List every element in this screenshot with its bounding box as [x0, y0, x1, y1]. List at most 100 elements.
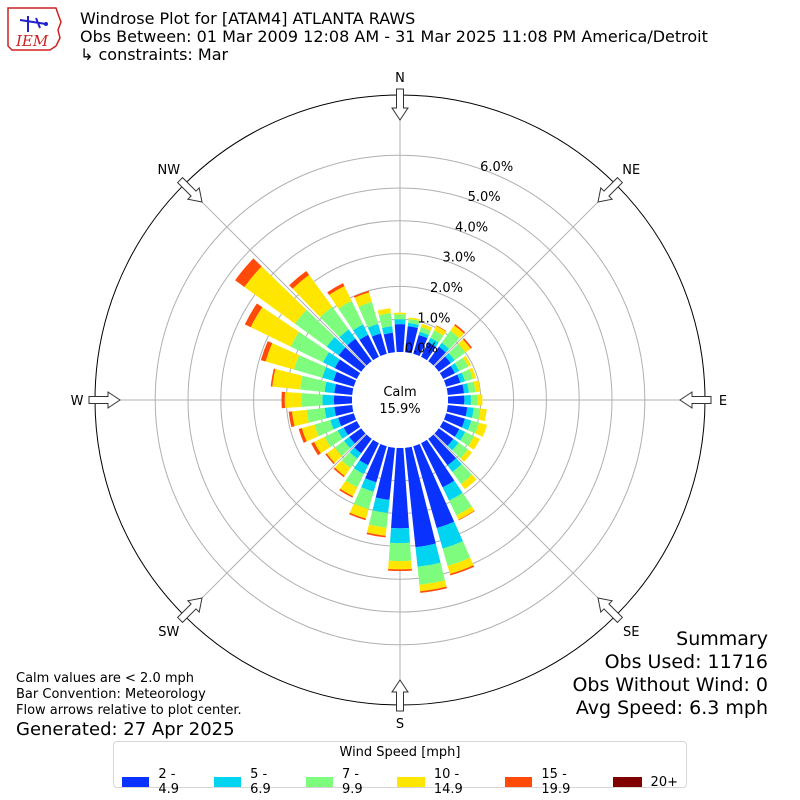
- obs-without-wind: Obs Without Wind: 0: [572, 674, 768, 696]
- windrose-bar-segment: [334, 405, 354, 416]
- windrose-bar-segment: [419, 580, 447, 592]
- radial-gridline: [399, 399, 617, 617]
- legend-item: 20+: [612, 767, 678, 797]
- windrose-bar-segment: [446, 405, 468, 417]
- windrose-bar-segment: [468, 436, 480, 450]
- flow-arrow-shape: [391, 679, 409, 712]
- flow-arrow: [597, 176, 624, 203]
- windrose-bar-segment: [244, 303, 263, 328]
- windrose-bar-segment: [359, 334, 379, 361]
- compass-label-e: E: [719, 394, 727, 409]
- windrose-bar-segment: [322, 367, 337, 381]
- windrose-bar-segment: [465, 407, 474, 418]
- iem-logo: IEM: [6, 6, 62, 52]
- windrose-bar-segment: [322, 352, 340, 369]
- windrose-bar-segment: [349, 503, 369, 519]
- legend-swatch: [397, 777, 425, 787]
- windrose-bar-segment: [457, 372, 466, 383]
- windrose-bar-segment: [333, 395, 353, 405]
- windrose-bar-segment: [434, 356, 451, 372]
- windrose-bar-segment: [281, 391, 286, 409]
- windrose-bar-segment: [443, 374, 461, 387]
- windrose-bar-segment: [390, 528, 410, 544]
- windrose-bar-segment: [339, 488, 354, 498]
- legend-item: 5 - 6.9: [213, 767, 290, 797]
- windrose-bar-segment: [368, 510, 389, 528]
- windrose-bar-segment: [353, 487, 374, 510]
- windrose-bar-segment: [343, 436, 355, 449]
- windrose-bar-segment: [306, 407, 327, 423]
- windrose-bar-segment: [391, 447, 409, 529]
- windrose-bar-segment: [270, 368, 276, 387]
- windrose-bar-segment: [349, 512, 366, 521]
- summary-title: Summary: [676, 628, 768, 650]
- calm-note: Calm values are < 2.0 mph: [16, 671, 195, 686]
- windrose-bar-segment: [382, 326, 393, 335]
- compass-overlay: Calm 15.9% 0.0% 1.0% 2.0% 3.0% 4.0% 5.0% 6.0% N NE…: [71, 71, 728, 732]
- convention-note: Bar Convention: Meteorology: [16, 687, 206, 702]
- windrose-bar-segment: [330, 417, 342, 430]
- windrose-bar-segment: [417, 562, 445, 585]
- windrose-bar-segment: [340, 480, 358, 497]
- windrose-bar-segment: [447, 458, 462, 473]
- windrose-bar-segment: [341, 452, 358, 469]
- legend-swatch: [122, 777, 150, 787]
- windrose-bar-segment: [469, 367, 477, 380]
- flow-arrow: [597, 597, 624, 624]
- windrose-bar-segment: [413, 443, 455, 529]
- legend-label: 10 - 14.9: [433, 767, 463, 797]
- legend-item: 15 - 19.9: [505, 767, 597, 797]
- windrose-bar-segment: [461, 369, 473, 382]
- windrose-bar-segment: [467, 381, 476, 393]
- windrose-bar-segment: [428, 346, 446, 366]
- flow-arrow-shape: [88, 391, 121, 409]
- windrose-bar-segment: [349, 428, 366, 444]
- windrose-bar-segment: [358, 301, 379, 328]
- windrose-bar-segment: [460, 474, 477, 490]
- windrose-bar-segment: [449, 565, 475, 576]
- flow-note: Flow arrows relative to plot center.: [16, 703, 242, 718]
- windrose-bar-segment: [441, 330, 460, 349]
- radial-tick-label: 4.0%: [455, 220, 488, 235]
- windrose-bar-segment: [314, 436, 331, 454]
- windrose-bar-segment: [454, 428, 466, 441]
- windrose-bar-segment: [394, 324, 406, 353]
- windrose-bar-segment: [439, 421, 460, 437]
- obs-used: Obs Used: 11716: [604, 651, 768, 673]
- windrose-bar-segment: [333, 371, 357, 387]
- windrose-bar-segment: [454, 357, 469, 372]
- windrose-bar-segment: [420, 586, 447, 593]
- windrose-bar-segment: [405, 446, 436, 548]
- plot-notes: Calm values are < 2.0 mph Bar Convention…: [16, 671, 242, 719]
- legend-label: 15 - 19.9: [541, 767, 571, 797]
- windrose-bar-segment: [367, 323, 381, 337]
- windrose-bar-segment: [349, 447, 362, 459]
- speed-legend: Wind Speed [mph] 2 - 4.9 5 - 6.9 7 - 9.9 10…: [113, 741, 687, 797]
- windrose-bar-segment: [408, 317, 421, 321]
- windrose-bar-segment: [421, 439, 455, 488]
- windrose-bar-segment: [324, 406, 336, 419]
- radial-tick-label: 3.0%: [443, 251, 476, 266]
- flow-arrow: [88, 391, 121, 409]
- windrose-bar-segment: [291, 409, 309, 427]
- windrose-bar-segment: [378, 313, 393, 328]
- windrose-bar-segment: [265, 343, 300, 370]
- windrose-bar-segment: [301, 424, 319, 442]
- windrose-bar-segment: [394, 314, 406, 320]
- windrose-bar-segment: [428, 337, 439, 347]
- windrose-bar-segment: [289, 270, 310, 289]
- windrose-bar-segment: [292, 274, 333, 318]
- windrose-bar-segment: [361, 478, 377, 492]
- radial-tick-label: 6.0%: [480, 160, 513, 175]
- windrose-bar-segment: [447, 438, 459, 451]
- windrose-bar-segment: [462, 355, 472, 367]
- windrose-bar-segment: [430, 330, 444, 343]
- windrose-bar-segment: [354, 434, 372, 454]
- windrose-bar-segment: [393, 312, 407, 315]
- windrose-bar-segment: [438, 342, 450, 353]
- windrose-bar-segment: [298, 428, 307, 443]
- windrose-bar-segment: [347, 338, 372, 366]
- legend-item: 7 - 9.9: [305, 767, 382, 797]
- windrose-bar-segment: [353, 460, 369, 475]
